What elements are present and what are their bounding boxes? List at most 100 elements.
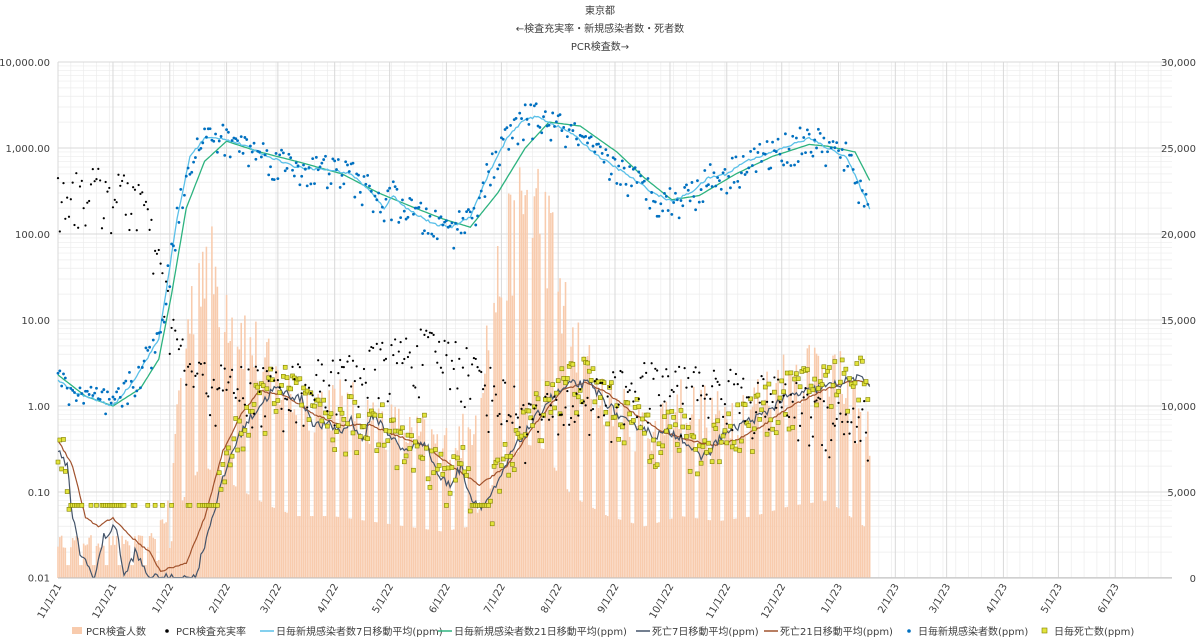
positivity-point xyxy=(562,423,565,427)
case-point xyxy=(424,207,428,211)
positivity-point xyxy=(284,397,287,400)
case-point xyxy=(126,402,130,406)
positivity-point xyxy=(511,421,514,424)
case-point xyxy=(100,390,104,394)
positivity-point xyxy=(789,393,792,396)
positivity-point xyxy=(73,223,76,227)
case-point xyxy=(228,155,232,159)
case-point xyxy=(529,103,533,107)
case-point xyxy=(531,137,534,141)
case-point xyxy=(576,143,580,147)
death-point xyxy=(680,424,686,430)
positivity-point xyxy=(815,399,818,402)
case-point xyxy=(78,386,82,390)
case-point xyxy=(139,386,142,390)
pcr-bar xyxy=(777,369,779,578)
positivity-point xyxy=(403,357,406,361)
case-point xyxy=(738,185,741,189)
case-point xyxy=(716,176,720,180)
pcr-bar xyxy=(454,448,457,578)
case-point xyxy=(624,182,628,186)
positivity-point xyxy=(711,385,714,388)
pcr-bar xyxy=(286,512,288,578)
positivity-point xyxy=(428,331,432,334)
positivity-point xyxy=(357,405,360,408)
positivity-point xyxy=(240,365,243,369)
death-point xyxy=(497,488,502,494)
positivity-point xyxy=(159,262,162,265)
pcr-bar xyxy=(595,380,598,578)
positivity-point xyxy=(276,379,279,382)
case-point xyxy=(562,125,566,129)
case-point xyxy=(664,194,668,198)
case-point xyxy=(571,129,575,132)
positivity-point xyxy=(590,409,593,412)
positivity-point xyxy=(135,229,138,232)
positivity-point xyxy=(154,249,157,253)
positivity-point xyxy=(483,384,487,387)
positivity-point xyxy=(665,368,668,371)
positivity-point xyxy=(621,371,624,374)
pcr-bar xyxy=(704,385,706,578)
positivity-point xyxy=(632,400,635,403)
positivity-point xyxy=(568,423,571,426)
death-point xyxy=(249,409,255,414)
death-point xyxy=(506,472,512,478)
pcr-bar xyxy=(101,544,103,578)
positivity-point xyxy=(285,398,289,401)
death-point xyxy=(317,401,323,407)
pcr-bar xyxy=(311,516,314,578)
positivity-point xyxy=(819,397,822,401)
death-point xyxy=(852,380,858,386)
positivity-point xyxy=(166,289,170,292)
death-point xyxy=(378,413,383,419)
death-point xyxy=(282,364,288,370)
case-point xyxy=(342,182,346,186)
positivity-point xyxy=(518,426,521,429)
pcr-bar xyxy=(187,319,189,578)
case-point xyxy=(485,163,489,166)
pcr-bar xyxy=(698,419,701,578)
pcr-bar xyxy=(506,300,508,578)
pcr-bar xyxy=(848,516,851,578)
death-point xyxy=(277,390,283,395)
positivity-point xyxy=(551,415,554,418)
positivity-point xyxy=(121,179,124,183)
positivity-point xyxy=(467,374,470,377)
pcr-bar xyxy=(337,516,340,578)
positivity-point xyxy=(492,385,496,388)
death-point xyxy=(718,439,724,445)
death-point xyxy=(354,450,359,455)
case-point xyxy=(351,161,355,165)
pcr-bar xyxy=(857,408,860,578)
case-point xyxy=(679,199,683,202)
pcr-bar xyxy=(236,346,239,578)
positivity-point xyxy=(302,424,305,427)
pcr-bar xyxy=(791,402,794,578)
positivity-point xyxy=(773,376,776,379)
case-point xyxy=(707,183,710,187)
pcr-bar xyxy=(529,445,532,578)
death-point xyxy=(588,378,594,383)
case-point xyxy=(787,147,791,151)
case-point xyxy=(80,392,84,395)
positivity-point xyxy=(762,377,765,381)
case-point xyxy=(567,128,571,131)
positivity-point xyxy=(742,377,745,380)
pcr-bar xyxy=(649,439,651,578)
positivity-point xyxy=(630,382,633,385)
positivity-point xyxy=(599,381,602,385)
death-point xyxy=(315,397,321,403)
pcr-bar xyxy=(482,393,484,578)
case-point xyxy=(729,186,732,190)
pcr-bar xyxy=(716,391,719,578)
death-point xyxy=(356,413,361,419)
death-point xyxy=(642,430,647,436)
positivity-point xyxy=(221,389,225,392)
case-point xyxy=(498,163,501,167)
case-point xyxy=(272,178,276,182)
pcr-bar xyxy=(627,400,629,578)
death-point xyxy=(565,376,570,381)
positivity-point xyxy=(527,402,530,405)
positivity-point xyxy=(273,379,276,382)
